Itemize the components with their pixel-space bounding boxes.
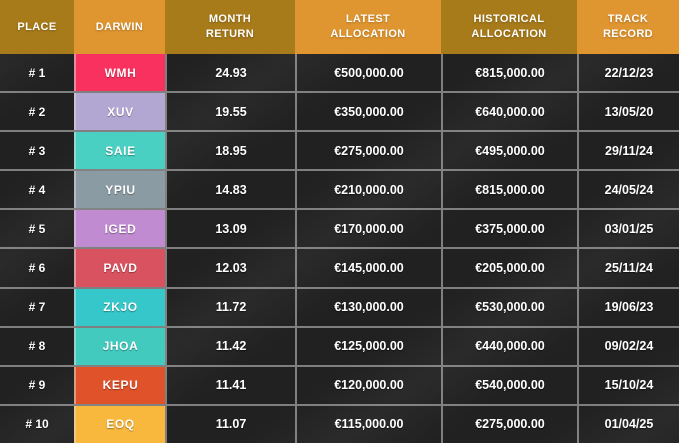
track-record-cell: 01/04/25 [577, 405, 679, 443]
track-record-cell: 24/05/24 [577, 171, 679, 209]
track-record-cell: 03/01/25 [577, 210, 679, 248]
historical-allocation-cell: €375,000.00 [441, 210, 577, 248]
table-body: # 1 WMH 24.93 €500,000.00 €815,000.00 22… [0, 54, 679, 443]
latest-allocation-cell: €120,000.00 [295, 366, 441, 404]
place-cell: # 1 [28, 65, 46, 80]
track-record-cell: 25/11/24 [577, 249, 679, 287]
table-row: # 9 KEPU 11.41 €120,000.00 €540,000.00 1… [0, 364, 679, 404]
table-row: # 6 PAVD 12.03 €145,000.00 €205,000.00 2… [0, 247, 679, 287]
place-cell: # 10 [25, 417, 49, 432]
header-label-track-record: TRACK RECORD [602, 13, 654, 40]
darwin-badge: KEPU [74, 366, 165, 404]
place-cell: # 9 [28, 378, 46, 393]
place-cell: # 7 [28, 300, 46, 315]
header-label-darwin: DARWIN [95, 20, 144, 33]
header-cell-place: PLACE [0, 0, 74, 54]
latest-allocation-cell: €500,000.00 [295, 54, 441, 92]
darwin-badge: YPIU [74, 171, 165, 209]
darwin-badge: EOQ [74, 405, 165, 443]
latest-allocation-cell: €210,000.00 [295, 171, 441, 209]
latest-allocation-cell: €130,000.00 [295, 288, 441, 326]
month-return-cell: 13.09 [165, 210, 295, 248]
month-return-cell: 19.55 [165, 93, 295, 131]
historical-allocation-cell: €530,000.00 [441, 288, 577, 326]
darwin-badge: WMH [74, 54, 165, 92]
table-header-row: PLACE DARWIN MONTH RETURN LATEST ALLOCAT… [0, 0, 679, 54]
table-row: # 8 JHOA 11.42 €125,000.00 €440,000.00 0… [0, 325, 679, 365]
header-cell-track-record: TRACK RECORD [577, 0, 679, 54]
historical-allocation-cell: €815,000.00 [441, 54, 577, 92]
track-record-cell: 09/02/24 [577, 327, 679, 365]
latest-allocation-cell: €350,000.00 [295, 93, 441, 131]
header-label-latest-allocation: LATEST ALLOCATION [330, 13, 406, 40]
table-row: # 2 XUV 19.55 €350,000.00 €640,000.00 13… [0, 91, 679, 131]
place-cell: # 4 [28, 182, 46, 197]
table-row: # 5 IGED 13.09 €170,000.00 €375,000.00 0… [0, 208, 679, 248]
month-return-cell: 11.42 [165, 327, 295, 365]
historical-allocation-cell: €275,000.00 [441, 405, 577, 443]
track-record-cell: 15/10/24 [577, 366, 679, 404]
latest-allocation-cell: €125,000.00 [295, 327, 441, 365]
darwin-badge: PAVD [74, 249, 165, 287]
track-record-cell: 13/05/20 [577, 93, 679, 131]
darwin-badge: JHOA [74, 327, 165, 365]
historical-allocation-cell: €440,000.00 [441, 327, 577, 365]
historical-allocation-cell: €815,000.00 [441, 171, 577, 209]
historical-allocation-cell: €540,000.00 [441, 366, 577, 404]
historical-allocation-cell: €495,000.00 [441, 132, 577, 170]
header-label-historical-allocation: HISTORICAL ALLOCATION [471, 13, 547, 40]
header-cell-latest-allocation: LATEST ALLOCATION [295, 0, 441, 54]
track-record-cell: 19/06/23 [577, 288, 679, 326]
place-cell: # 8 [28, 339, 46, 354]
header-cell-historical-allocation: HISTORICAL ALLOCATION [441, 0, 577, 54]
month-return-cell: 18.95 [165, 132, 295, 170]
header-label-place: PLACE [17, 20, 57, 33]
darwin-badge: SAIE [74, 132, 165, 170]
latest-allocation-cell: €170,000.00 [295, 210, 441, 248]
darwin-badge: XUV [74, 93, 165, 131]
latest-allocation-cell: €275,000.00 [295, 132, 441, 170]
latest-allocation-cell: €145,000.00 [295, 249, 441, 287]
table-row: # 10 EOQ 11.07 €115,000.00 €275,000.00 0… [0, 403, 679, 443]
place-cell: # 3 [28, 143, 46, 158]
place-cell: # 2 [28, 104, 46, 119]
place-cell: # 6 [28, 261, 46, 276]
latest-allocation-cell: €115,000.00 [295, 405, 441, 443]
historical-allocation-cell: €205,000.00 [441, 249, 577, 287]
darwin-badge: ZKJO [74, 288, 165, 326]
historical-allocation-cell: €640,000.00 [441, 93, 577, 131]
table-row: # 1 WMH 24.93 €500,000.00 €815,000.00 22… [0, 54, 679, 92]
month-return-cell: 11.07 [165, 405, 295, 443]
track-record-cell: 29/11/24 [577, 132, 679, 170]
darwin-badge: IGED [74, 210, 165, 248]
month-return-cell: 12.03 [165, 249, 295, 287]
place-cell: # 5 [28, 221, 46, 236]
header-cell-month-return: MONTH RETURN [165, 0, 295, 54]
table-row: # 7 ZKJO 11.72 €130,000.00 €530,000.00 1… [0, 286, 679, 326]
table-row: # 3 SAIE 18.95 €275,000.00 €495,000.00 2… [0, 130, 679, 170]
month-return-cell: 11.41 [165, 366, 295, 404]
month-return-cell: 14.83 [165, 171, 295, 209]
track-record-cell: 22/12/23 [577, 54, 679, 92]
header-cell-darwin: DARWIN [74, 0, 165, 54]
table-row: # 4 YPIU 14.83 €210,000.00 €815,000.00 2… [0, 169, 679, 209]
month-return-cell: 11.72 [165, 288, 295, 326]
header-label-month-return: MONTH RETURN [205, 13, 255, 40]
month-return-cell: 24.93 [165, 54, 295, 92]
